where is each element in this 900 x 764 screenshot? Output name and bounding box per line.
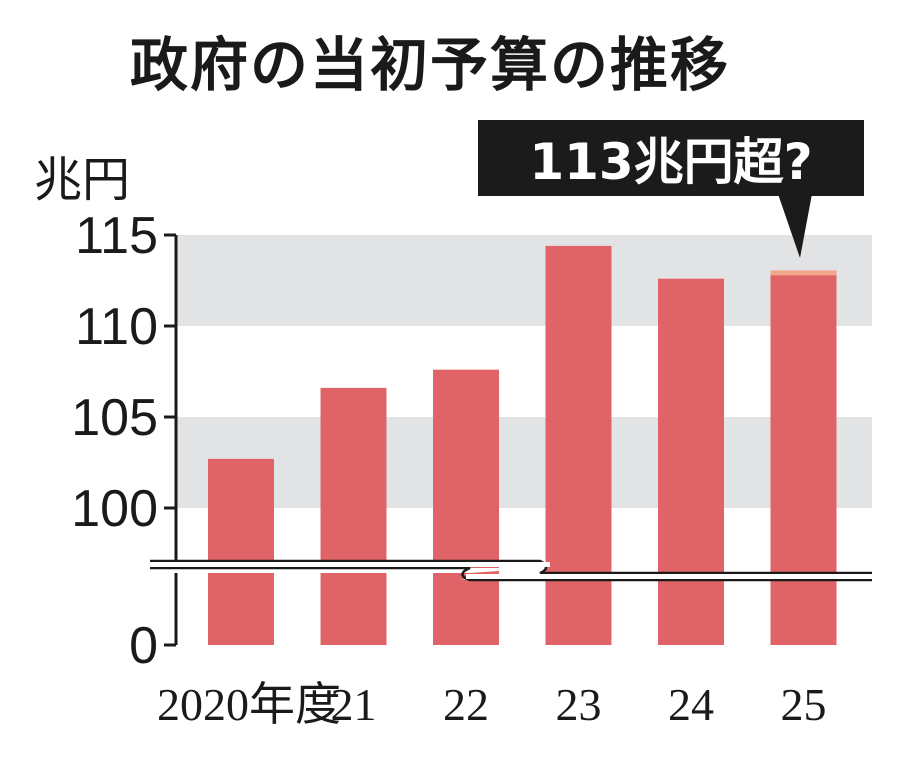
axis-break-gap-left: [150, 562, 550, 567]
x-tick-label-2020年度: 2020年度: [157, 679, 341, 730]
y-tick-label-115: 115: [75, 207, 158, 265]
bar-24: [658, 278, 724, 645]
band-0: [176, 235, 872, 326]
background-bands: [176, 235, 872, 508]
forecast-callout: 113兆円超?: [478, 120, 864, 196]
y-tick-label-105: 105: [71, 389, 158, 447]
y-axis-unit-label: 兆円: [34, 152, 131, 208]
y-tick-labels: 115 110 105 100 0: [71, 207, 158, 675]
x-tick-label-25: 25: [781, 679, 827, 730]
bar-23: [545, 245, 612, 646]
bar-21: [320, 387, 387, 645]
x-tick-label-21: 21: [331, 679, 377, 730]
bar-2020年度: [208, 458, 274, 645]
axis-break-line-lower: [150, 566, 872, 582]
chart-title: 政府の当初予算の推移: [130, 31, 731, 99]
x-tick-label-23: 23: [556, 679, 602, 730]
y-tick-label-110: 110: [75, 298, 158, 356]
axis-break: [150, 559, 872, 582]
x-tick-label-24: 24: [668, 679, 714, 730]
y-axis: [164, 233, 178, 647]
callout-pointer: [778, 194, 812, 258]
x-tick-label-22: 22: [443, 679, 489, 730]
bar-estimate-cap: [770, 270, 837, 276]
axis-break-gap-right: [466, 574, 872, 579]
bar-25: [770, 271, 837, 645]
y-tick-label-0: 0: [129, 617, 158, 675]
band-1: [176, 417, 872, 508]
bar-22: [433, 369, 499, 645]
axis-break-line-upper: [150, 559, 872, 575]
y-tick-label-100: 100: [71, 480, 158, 538]
